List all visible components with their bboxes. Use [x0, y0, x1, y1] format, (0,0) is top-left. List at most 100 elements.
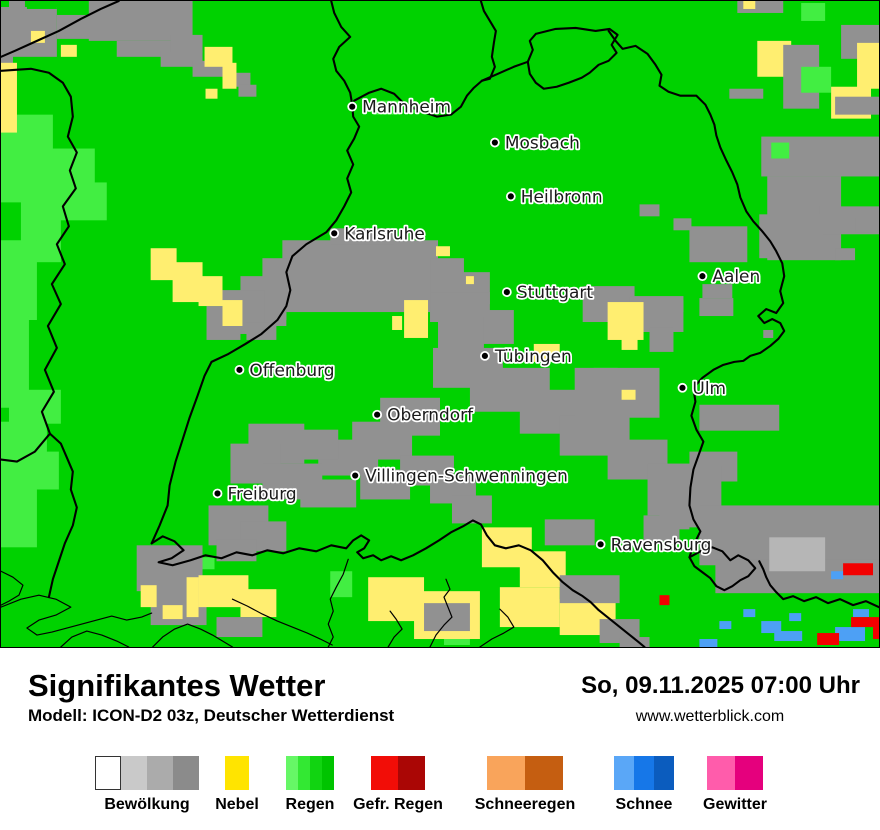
- weather-patch: [689, 226, 748, 263]
- border-line: [150, 519, 646, 647]
- city-dot-icon: [212, 488, 223, 499]
- weather-patch: [857, 42, 879, 89]
- city-marker: Aalen: [697, 264, 762, 288]
- city-marker: Stuttgart: [501, 280, 595, 304]
- legend-swatches: [487, 756, 563, 790]
- city-marker: Heilbronn: [505, 185, 604, 208]
- weather-patch: [26, 1, 57, 9]
- legend-swatch: [371, 756, 398, 790]
- weather-patch: [465, 276, 474, 285]
- city-dot-icon: [677, 382, 688, 393]
- border-line-thin: [152, 623, 234, 647]
- weather-patch: [699, 639, 718, 647]
- city-marker: Karlsruhe: [329, 222, 426, 245]
- city-marker: Mosbach: [489, 131, 582, 154]
- weather-patch: [851, 617, 879, 628]
- legend-swatch: [398, 756, 425, 790]
- weather-patch: [140, 585, 157, 608]
- weather-patch: [574, 367, 660, 418]
- legend-label: Nebel: [215, 796, 259, 813]
- border-line-thin: [387, 610, 403, 647]
- legend-label: Bewölkung: [104, 796, 190, 813]
- weather-patch: [200, 557, 215, 570]
- weather-patch: [659, 595, 670, 606]
- significant-weather-map: Mannheim Mosbach Heilbronn Karlsruhe Stuttga…: [0, 0, 880, 648]
- website-link[interactable]: www.wetterblick.com: [635, 708, 785, 725]
- legend-swatch: [95, 756, 121, 790]
- border-line-thin: [429, 578, 453, 647]
- weather-patch: [150, 248, 177, 281]
- weather-patch: [699, 298, 734, 317]
- weather-patch: [544, 519, 595, 546]
- weather-patch: [789, 613, 802, 622]
- border-line: [480, 60, 529, 82]
- weather-patch: [374, 100, 401, 115]
- city-label: Ulm: [692, 378, 726, 398]
- legend-label: Gefr. Regen: [353, 796, 443, 813]
- weather-patch: [436, 246, 450, 257]
- weather-patch: [743, 1, 756, 9]
- weather-patch: [621, 389, 636, 400]
- city-marker: Freiburg: [212, 482, 298, 505]
- border-line-thin: [60, 630, 130, 647]
- city-label: Karlsruhe: [344, 223, 425, 243]
- city-label: Tübingen: [494, 346, 572, 366]
- border-line-thin: [1, 570, 24, 606]
- legend-swatch: [225, 756, 249, 790]
- weather-patch: [162, 605, 183, 620]
- city-dot-icon: [501, 287, 512, 297]
- legend-label: Schneeregen: [474, 796, 576, 813]
- border-line: [353, 79, 483, 118]
- weather-patch: [855, 218, 874, 233]
- legend-swatches: [614, 756, 674, 790]
- legend-swatches: [707, 756, 763, 790]
- weather-patch: [737, 1, 784, 13]
- weather-patch: [499, 587, 560, 628]
- border-line: [150, 1, 361, 545]
- city-marker: Ulm: [677, 376, 728, 399]
- border-line: [47, 432, 78, 599]
- city-dot-icon: [480, 351, 490, 361]
- weather-patch: [1, 240, 37, 321]
- legend-swatch: [487, 756, 525, 790]
- weather-patch: [719, 621, 732, 630]
- weather-patch: [205, 88, 218, 99]
- legend-label: Schnee: [615, 796, 673, 813]
- weather-patch: [621, 335, 638, 350]
- weather-patch: [170, 34, 203, 53]
- weather-patch: [300, 479, 357, 508]
- weather-patch: [198, 276, 223, 307]
- weather-patch: [451, 495, 492, 524]
- map-footer: Signifikantes Wetter Modell: ICON-D2 03z…: [0, 648, 880, 830]
- weather-patch: [607, 302, 644, 340]
- weather-patch: [330, 571, 353, 598]
- weather-patch: [774, 631, 803, 642]
- city-label: Villingen-Schwenningen: [365, 466, 568, 486]
- city-label: Mannheim: [362, 97, 451, 117]
- city-dot-icon: [489, 137, 500, 148]
- legend-swatches: [371, 756, 425, 790]
- weather-patch: [216, 617, 263, 638]
- weather-patch: [801, 66, 832, 93]
- city-label: Oberndorf: [387, 405, 474, 425]
- border-line: [607, 29, 786, 559]
- weather-patch: [702, 284, 733, 299]
- city-dot-icon: [350, 470, 361, 481]
- city-dot-icon: [697, 271, 708, 282]
- city-marker: Mannheim: [347, 95, 453, 118]
- legend-swatch: [654, 756, 674, 790]
- page-title: Signifikantes Wetter: [28, 668, 326, 703]
- weather-patch: [835, 627, 866, 642]
- weather-patch: [392, 316, 403, 330]
- city-label: Offenburg: [249, 360, 334, 380]
- city-label: Stuttgart: [517, 282, 594, 302]
- weather-patch: [619, 637, 650, 647]
- weather-patch: [160, 50, 203, 67]
- weather-patch: [835, 96, 879, 115]
- weather-patch: [835, 248, 856, 261]
- border-line: [1, 67, 78, 463]
- city-dot-icon: [595, 539, 606, 550]
- legend-group: Regen: [286, 756, 334, 813]
- weather-patch: [649, 327, 674, 352]
- weather-patch: [639, 204, 660, 217]
